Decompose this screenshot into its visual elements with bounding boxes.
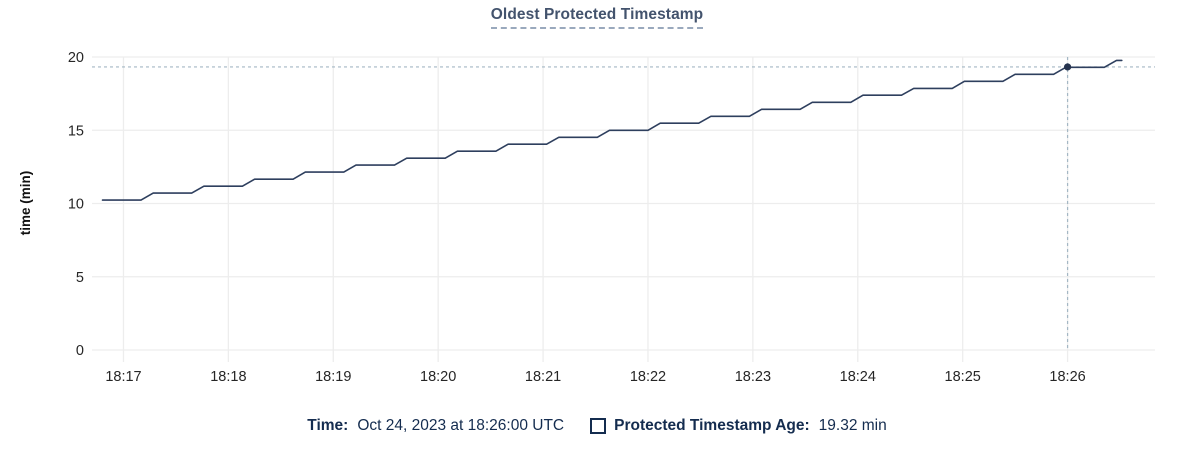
x-tick-label: 18:25 bbox=[945, 369, 981, 385]
y-axis-label: time (min) bbox=[18, 171, 33, 236]
chart-legend: Time: Oct 24, 2023 at 18:26:00 UTC Prote… bbox=[0, 417, 1194, 435]
x-tick-label: 18:21 bbox=[525, 369, 561, 385]
x-tick-label: 18:18 bbox=[210, 369, 246, 385]
x-tick-label: 18:22 bbox=[630, 369, 666, 385]
y-tick-label: 5 bbox=[76, 270, 84, 286]
x-tick-label: 18:20 bbox=[420, 369, 456, 385]
x-tick-label: 18:24 bbox=[840, 369, 876, 385]
x-tick-label: 18:17 bbox=[105, 369, 141, 385]
chart-title[interactable]: Oldest Protected Timestamp bbox=[490, 6, 704, 29]
series-checkbox-icon[interactable] bbox=[590, 418, 607, 434]
legend-time-label: Time: bbox=[307, 417, 349, 434]
hover-point-dot bbox=[1063, 63, 1072, 71]
y-tick-label: 20 bbox=[68, 50, 84, 66]
y-tick-label: 15 bbox=[68, 123, 84, 139]
legend-series-label: Protected Timestamp Age: bbox=[614, 417, 810, 434]
x-tick-label: 18:19 bbox=[315, 369, 351, 385]
series-line bbox=[101, 59, 1123, 201]
y-tick-label: 10 bbox=[68, 197, 84, 213]
legend-time-value: Oct 24, 2023 at 18:26:00 UTC bbox=[357, 417, 565, 434]
chart-title-row: Oldest Protected Timestamp bbox=[0, 6, 1194, 29]
legend-series-value: 19.32 min bbox=[818, 417, 887, 434]
x-tick-label: 18:23 bbox=[735, 369, 771, 385]
y-tick-label: 0 bbox=[76, 343, 84, 359]
x-tick-label: 18:26 bbox=[1049, 369, 1085, 385]
timeseries-chart[interactable]: 0 5 10 15 20 18:17 18:18 18:19 18:20 18:21 18:22 18… bbox=[0, 0, 1194, 400]
legend-time: Time: Oct 24, 2023 at 18:26:00 UTC bbox=[307, 417, 564, 435]
legend-series-toggle[interactable]: Protected Timestamp Age: 19.32 min bbox=[590, 417, 887, 435]
